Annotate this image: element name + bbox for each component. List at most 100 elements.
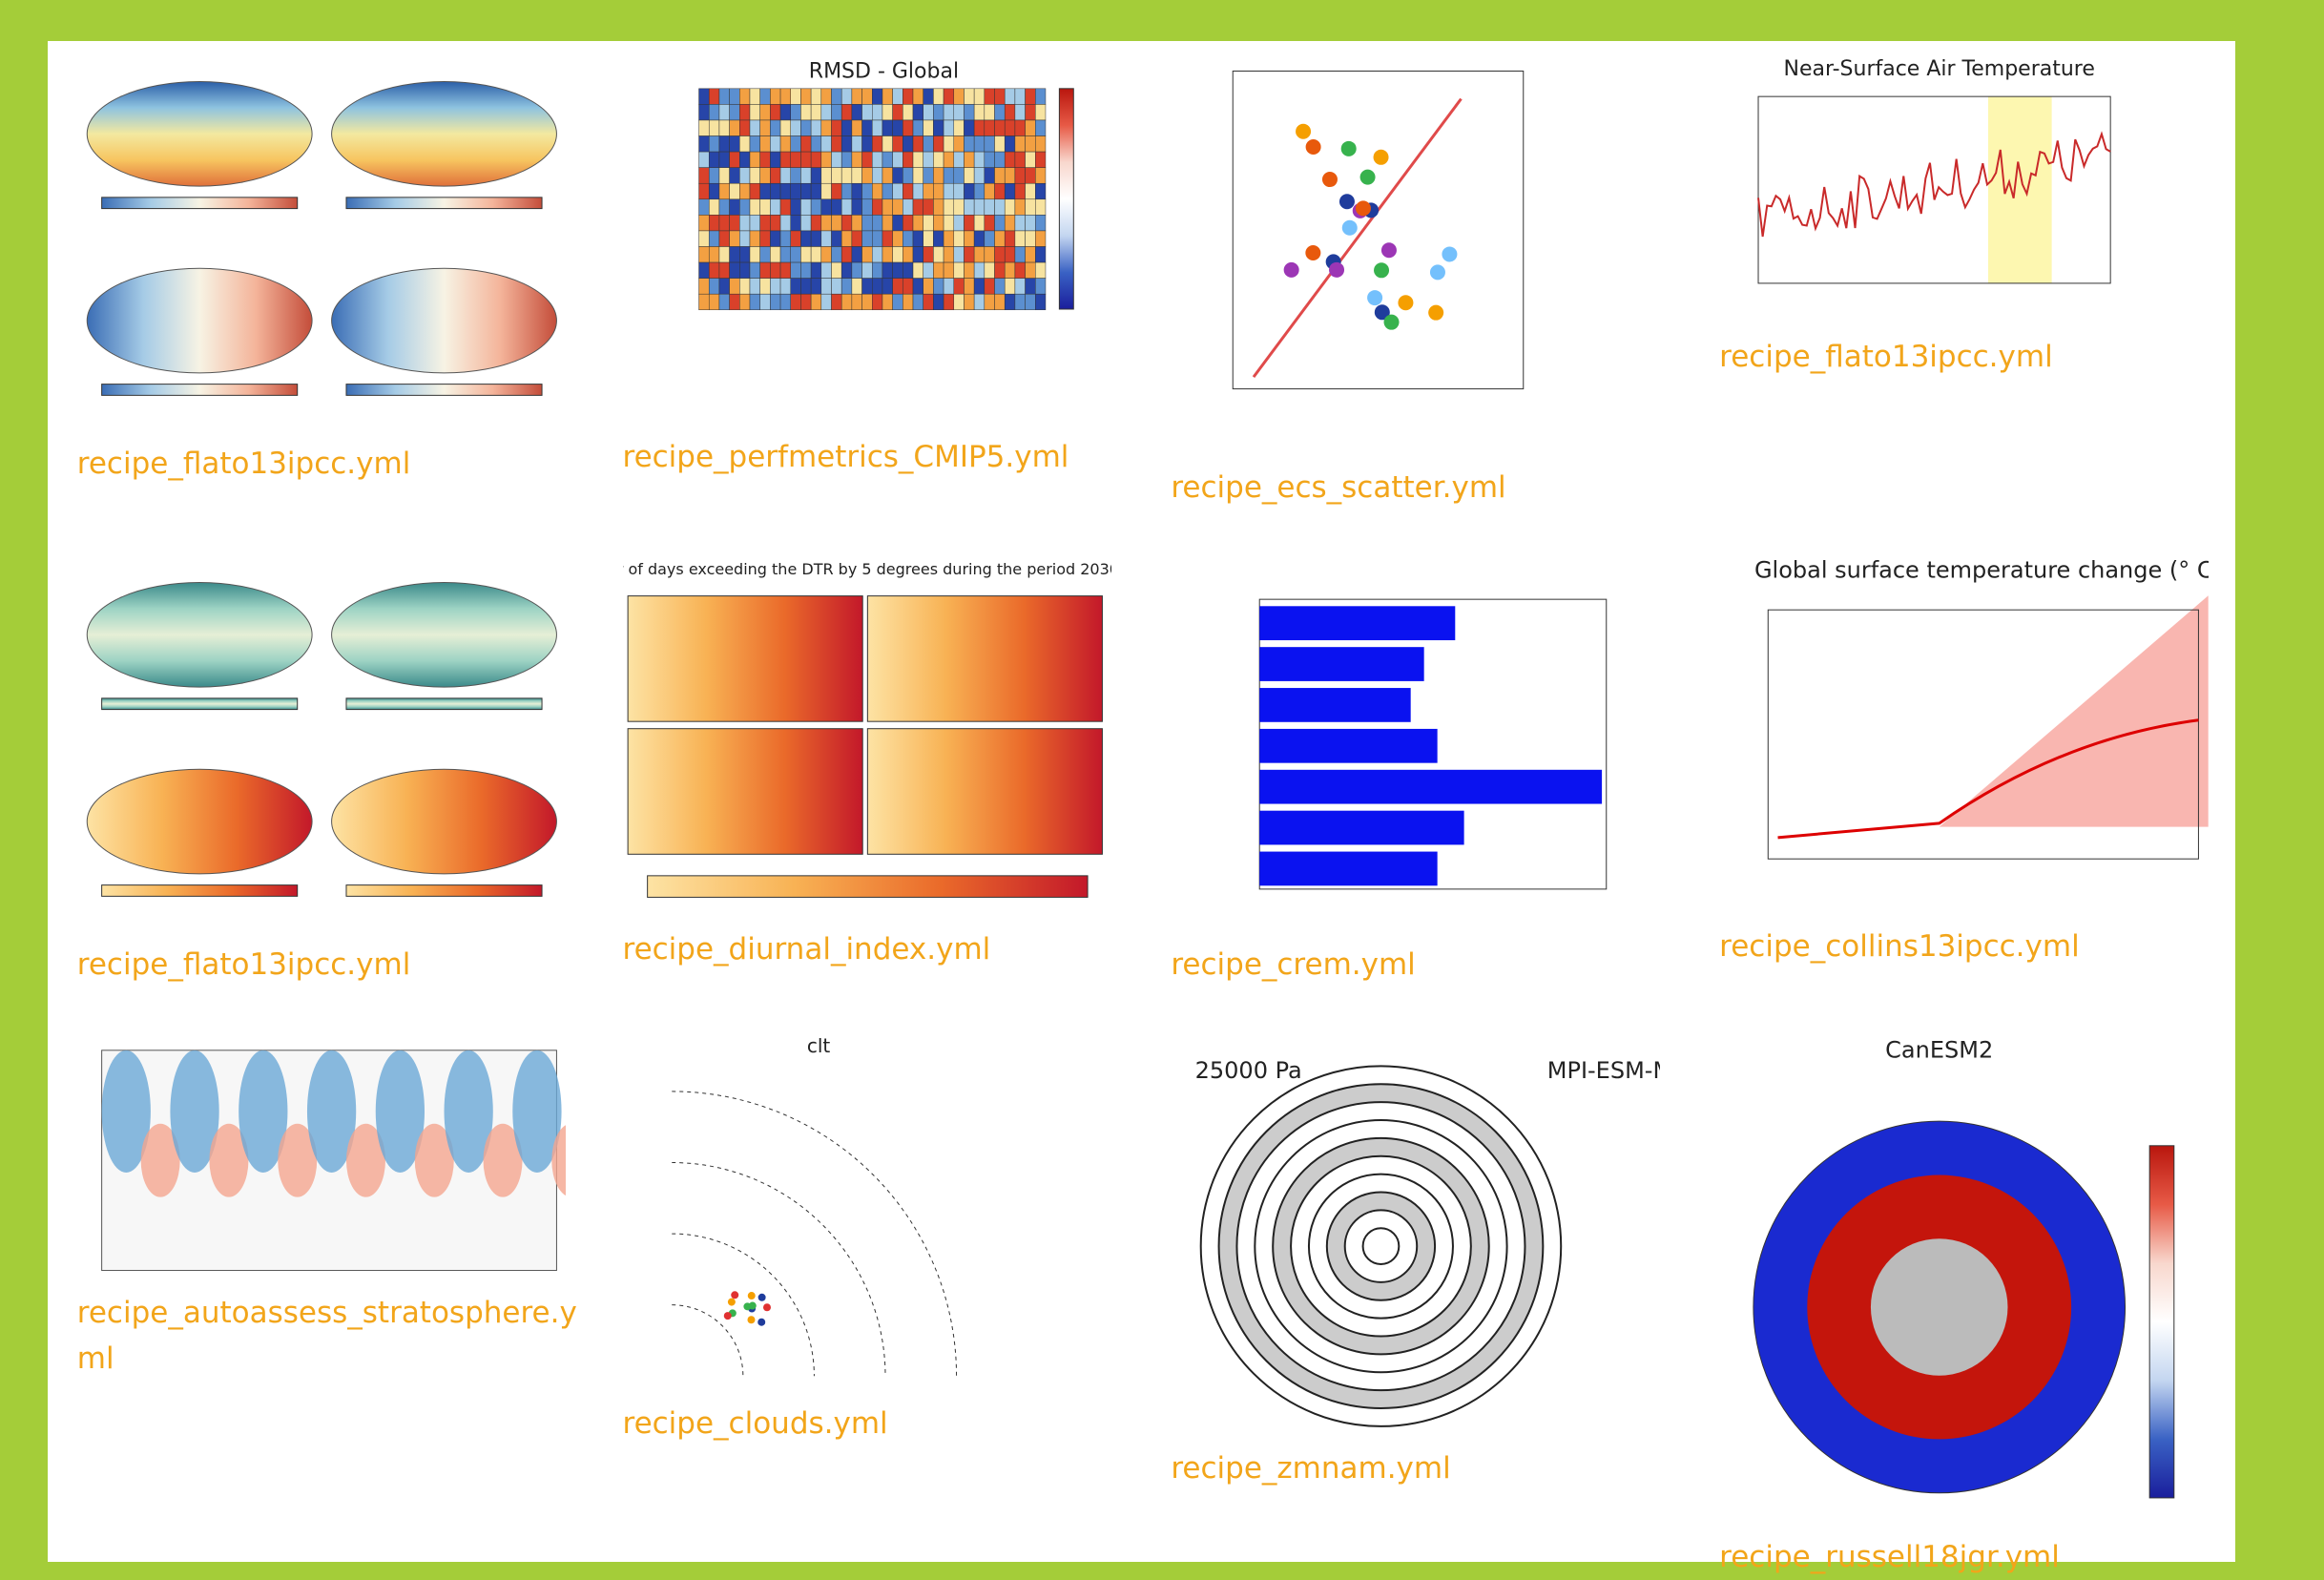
caption-link[interactable]: recipe_ecs_scatter.yml — [1171, 469, 1506, 505]
tile[interactable]: RMSD - Global recipe_perfmetrics_CMIP5.ym… — [623, 59, 1116, 480]
heat-cell — [891, 88, 903, 105]
thumbnail[interactable]: CanESM2 — [1719, 1038, 2209, 1528]
heat-cell — [749, 294, 760, 311]
heat-cell — [697, 167, 709, 184]
heat-cell — [738, 230, 750, 247]
heat-cell — [973, 294, 985, 311]
heat-cell — [1014, 246, 1026, 263]
heat-cell — [963, 167, 974, 184]
heat-cell — [708, 183, 719, 200]
thumbnail[interactable] — [77, 560, 567, 934]
caption-link[interactable]: recipe_collins13ipcc.yml — [1719, 929, 2080, 965]
thumbnail[interactable]: Global surface temperature change (° C) — [1719, 560, 2209, 916]
heat-cell — [943, 183, 954, 200]
caption-link[interactable]: recipe_clouds.yml — [622, 1406, 888, 1442]
series — [1757, 131, 2111, 238]
tile[interactable]: Near-Surface Air Temperature recipe_flato… — [1719, 59, 2228, 380]
map — [86, 582, 313, 688]
map-panel — [866, 595, 1103, 722]
heat-cell — [882, 261, 893, 280]
band — [512, 1050, 562, 1173]
heat-cell — [912, 151, 923, 169]
heat-cell — [861, 198, 873, 216]
heat-cell — [851, 88, 862, 105]
tile[interactable]: clt recipe_clouds.yml — [623, 1038, 1131, 1447]
tile[interactable]: recipe_flato13ipcc.yml — [77, 560, 586, 988]
heat-cell — [943, 88, 954, 105]
caption-link[interactable]: recipe_russell18jgr.yml — [1719, 1540, 2060, 1575]
thumb-title: RMSD - Global — [808, 59, 958, 83]
tile[interactable]: recipe_ecs_scatter.yml — [1171, 59, 1605, 509]
heat-cell — [984, 230, 995, 247]
heat-cell — [882, 167, 893, 184]
heat-cell — [851, 294, 862, 311]
caption-link[interactable]: recipe_flato13ipcc.yml — [76, 446, 411, 481]
heat-cell — [912, 183, 923, 200]
gallery-panel: recipe_flato13ipcc.yml RMSD - Global recip… — [48, 41, 2235, 1574]
caption-link[interactable]: recipe_autoassess_stratosphere.yml — [76, 1295, 577, 1376]
tile[interactable]: recipe_autoassess_stratosphere.yml — [77, 1038, 586, 1382]
heat-cell — [820, 167, 832, 184]
heat-cell — [799, 119, 811, 136]
heat-cell — [902, 230, 913, 247]
tile[interactable]: 25000 Pa MPI-ESM-MR amip recipe_zmnam.yml — [1171, 1038, 1679, 1491]
heat-cell — [769, 119, 780, 136]
heat-cell — [851, 215, 862, 232]
tile[interactable]: recipe_flato13ipcc.yml — [77, 59, 586, 487]
tile[interactable]: Global surface temperature change (° C) r… — [1719, 560, 2228, 969]
heat-cell — [749, 278, 760, 295]
heat-cell — [912, 261, 923, 280]
thumbnail[interactable]: Near-Surface Air Temperature — [1719, 59, 2209, 326]
heat-cell — [1014, 119, 1026, 136]
heat-cell — [789, 183, 801, 200]
thumbnail[interactable]: Number of days exceeding the DTR by 5 de… — [623, 560, 1112, 919]
thumbnail[interactable] — [77, 1038, 567, 1282]
band — [345, 1123, 385, 1197]
heat-cell — [1034, 294, 1046, 311]
heat-cell — [708, 261, 719, 280]
heat-cell — [984, 294, 995, 311]
bar — [1259, 852, 1438, 886]
heat-cell — [820, 261, 832, 280]
caption-link[interactable]: recipe_diurnal_index.yml — [622, 932, 991, 967]
heat-cell — [779, 88, 791, 105]
heat-cell — [851, 278, 862, 295]
heat-cell — [943, 135, 954, 153]
thumb-title: CanESM2 — [1885, 1038, 1993, 1064]
thumbnail[interactable] — [77, 59, 567, 433]
thumbnail[interactable]: 25000 Pa MPI-ESM-MR amip — [1171, 1038, 1660, 1438]
heat-cell — [973, 104, 985, 121]
heat-cell — [1024, 88, 1036, 105]
heat-cell — [932, 88, 944, 105]
heat-cell — [932, 167, 944, 184]
tile[interactable]: CanESM2 recipe_russell18jgr.yml — [1719, 1038, 2228, 1580]
caption-link[interactable]: recipe_perfmetrics_CMIP5.yml — [622, 440, 1069, 475]
heat-cell — [851, 135, 862, 153]
thumbnail[interactable]: RMSD - Global — [623, 59, 1097, 426]
caption-link[interactable]: recipe_flato13ipcc.yml — [1719, 339, 2053, 374]
heat-cell — [799, 135, 811, 153]
thumbnail[interactable] — [1171, 59, 1586, 456]
tile[interactable]: Number of days exceeding the DTR by 5 de… — [623, 560, 1131, 972]
heat-cell — [1004, 104, 1015, 121]
heat-cell — [708, 88, 719, 105]
caption-link[interactable]: recipe_crem.yml — [1171, 946, 1416, 982]
heat-cell — [738, 151, 750, 169]
heat-cell — [697, 261, 709, 280]
heat-cell — [830, 230, 841, 247]
tile[interactable]: recipe_crem.yml — [1171, 592, 1634, 987]
heat-cell — [840, 135, 852, 153]
heat-cell — [840, 88, 852, 105]
band — [277, 1123, 317, 1197]
heat-cell — [749, 119, 760, 136]
thumbnail[interactable] — [1171, 592, 1615, 933]
heat-cell — [789, 119, 801, 136]
caption-link[interactable]: recipe_flato13ipcc.yml — [76, 946, 411, 982]
thumbnail[interactable]: clt — [623, 1038, 1112, 1394]
heat-cell — [912, 294, 923, 311]
heat-cell — [993, 198, 1005, 216]
heat-cell — [728, 183, 740, 200]
thumb-subtitle: MPI-ESM-MR amip — [1547, 1056, 1660, 1083]
heat-cell — [728, 278, 740, 295]
caption-link[interactable]: recipe_zmnam.yml — [1171, 1450, 1451, 1486]
